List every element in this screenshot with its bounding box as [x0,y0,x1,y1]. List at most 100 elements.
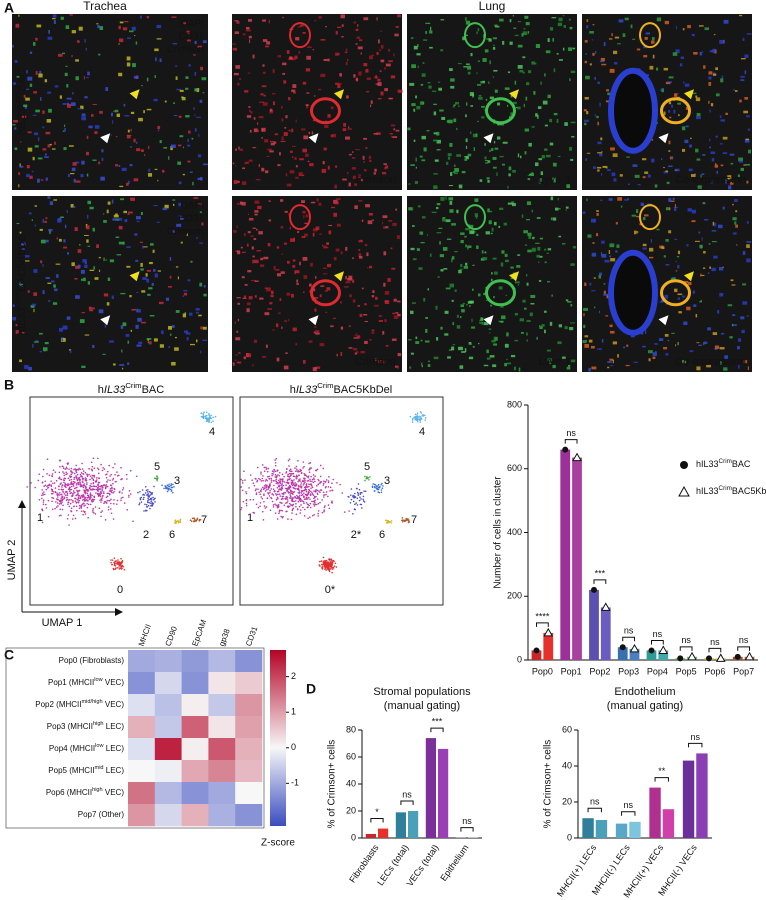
arrow-head [115,608,123,616]
bar [395,812,406,838]
bar-marker [734,653,741,660]
arrow [509,89,519,100]
texture-dot [119,364,125,366]
texture-dot [261,127,266,132]
texture-dot [337,26,342,28]
umap-point [249,474,252,476]
texture-dot [56,237,59,240]
umap-point [313,501,316,504]
umap-point [208,413,210,415]
texture-dot [378,97,382,100]
texture-dot [489,332,491,334]
texture-dot [447,356,451,359]
umap-point [318,560,321,563]
umap-point [102,486,104,489]
texture-dot [236,21,240,24]
texture-dot [351,157,356,159]
texture-dot [523,103,525,108]
texture-dot [558,17,563,22]
texture-dot [274,133,279,136]
texture-dot [270,290,274,295]
texture-dot [358,249,361,251]
texture-dot [42,263,44,268]
texture-dot [454,250,458,253]
umap-point [277,474,279,476]
umap-point [302,489,304,492]
umap-point [151,492,153,494]
texture-dot [241,251,246,253]
texture-dot [310,263,313,267]
texture-dot [101,149,104,153]
heatmap-cell [154,760,182,783]
umap-point [286,510,288,513]
texture-dot [692,290,696,294]
texture-dot [367,220,373,225]
texture-dot [677,102,682,105]
umap-point [267,467,270,470]
bar [543,632,554,660]
texture-dot [174,347,179,351]
texture-dot [552,217,557,221]
texture-dot [510,354,516,358]
umap-point [44,480,47,483]
texture-dot [589,282,592,286]
texture-dot [352,175,357,180]
texture-dot [624,17,629,21]
umap-point [348,510,350,512]
umap-point [68,479,71,481]
texture-dot [591,39,594,41]
texture-dot [390,75,396,79]
texture-dot [112,120,114,124]
texture-dot [269,108,273,112]
text-part: IL33 [16,107,28,129]
texture-dot [355,28,359,31]
texture-dot [535,162,539,167]
umap-point [315,495,317,498]
texture-dot [746,33,752,35]
umap-point [362,500,365,502]
texture-dot [729,181,734,185]
umap-point [384,519,387,522]
umap-point [406,518,409,521]
texture-dot [514,339,519,342]
texture-dot [182,295,185,298]
texture-dot [52,14,57,18]
cluster-label: 6 [379,529,385,541]
texture-dot [86,135,89,139]
texture-dot [583,109,587,112]
texture-dot [382,221,384,225]
texture-dot [388,48,390,52]
bar [649,787,661,838]
texture-dot [693,304,697,307]
texture-dot [268,200,271,202]
umap-point [110,484,113,487]
texture-dot [503,222,508,226]
umap-point [330,568,332,570]
umap-point [364,475,366,478]
texture-dot [146,278,150,283]
texture-dot [553,179,556,183]
texture-dot [58,327,63,332]
umap-point [322,562,324,564]
texture-dot [143,154,146,156]
umap-point [79,481,81,483]
umap-point [103,468,106,470]
umap-point [54,507,56,510]
umap-point [328,558,330,561]
texture-dot [371,331,375,334]
texture-dot [522,31,528,36]
texture-dot [427,81,431,84]
texture-dot [53,284,56,288]
texture-dot [248,159,253,162]
umap-point [61,489,64,491]
umap-point [132,520,134,523]
umap-point [64,482,67,485]
umap-point [274,512,277,514]
umap-point [113,490,115,493]
texture-dot [325,120,328,123]
umap-point [359,491,362,494]
umap-point [328,507,331,510]
umap-point [245,491,247,493]
texture-dot [393,128,396,131]
texture-dot [397,313,401,317]
